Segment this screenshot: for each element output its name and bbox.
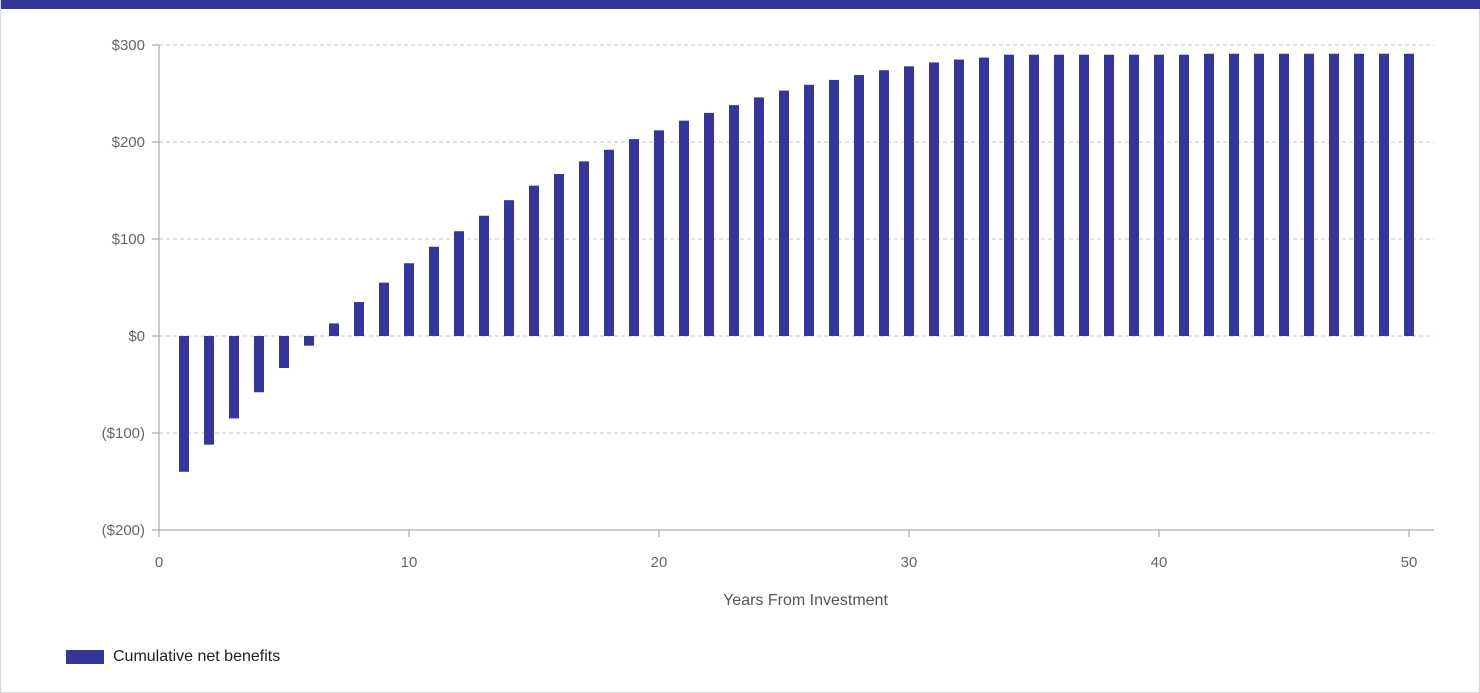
bar: [1129, 54, 1139, 336]
bar: [979, 57, 989, 337]
bar: [1304, 53, 1314, 336]
bar: [704, 112, 714, 337]
y-tick-label: $200: [112, 134, 145, 151]
bar: [379, 282, 389, 336]
bar: [1254, 53, 1264, 336]
x-axis-ticks: 0 10 20 30 40 50: [155, 530, 1418, 571]
bar: [1054, 54, 1064, 336]
bar: [504, 200, 514, 336]
bars: [179, 53, 1414, 472]
bar: [904, 66, 914, 336]
x-tick-label: 0: [155, 554, 163, 571]
y-tick-label: $300: [112, 37, 145, 54]
bar: [279, 336, 289, 369]
bar: [1204, 53, 1214, 336]
bar: [479, 215, 489, 336]
bar: [1354, 53, 1364, 336]
bar: [1229, 53, 1239, 336]
bar: [954, 59, 964, 337]
legend-label: Cumulative net benefits: [113, 648, 281, 665]
bar: [179, 336, 189, 472]
bar: [1079, 54, 1089, 336]
bar: [879, 70, 889, 336]
bar: [329, 323, 339, 336]
bar: [1179, 54, 1189, 336]
x-tick-label: 40: [1151, 554, 1168, 571]
x-tick-label: 10: [401, 554, 418, 571]
bar: [404, 263, 414, 336]
bar: [679, 120, 689, 336]
legend: Cumulative net benefits: [66, 645, 280, 669]
y-tick-label: $0: [128, 328, 145, 345]
bar: [1329, 53, 1339, 336]
bar: [1154, 54, 1164, 336]
bar: [1104, 54, 1114, 336]
bar: [1404, 53, 1414, 336]
bar: [804, 84, 814, 337]
bar: [654, 130, 664, 336]
bar: [854, 75, 864, 336]
bar: [779, 90, 789, 336]
y-tick-label: ($200): [102, 522, 145, 539]
x-tick-label: 50: [1401, 554, 1418, 571]
bar: [254, 336, 264, 393]
x-axis-title: Years From Investment: [723, 592, 888, 609]
bar: [529, 185, 539, 336]
axes: [158, 45, 1434, 531]
x-tick-label: 20: [651, 554, 668, 571]
bar: [1004, 54, 1014, 336]
bar: [929, 62, 939, 337]
bar: [204, 336, 214, 445]
y-axis-ticks: $300 $200 $100 $0 ($100) ($200): [102, 37, 159, 539]
bar: [229, 336, 239, 419]
bar: [829, 79, 839, 337]
bar: [304, 336, 314, 346]
bar: [754, 97, 764, 336]
gridlines: [159, 44, 1434, 434]
bar: [1279, 53, 1289, 336]
bar: [354, 302, 364, 336]
bar: [1379, 53, 1389, 336]
y-tick-label: ($100): [102, 425, 145, 442]
y-tick-label: $100: [112, 231, 145, 248]
legend-swatch: [66, 650, 104, 664]
bar: [454, 231, 464, 336]
bar: [729, 105, 739, 336]
bar: [429, 246, 439, 336]
bar: [554, 174, 564, 336]
bar: [604, 149, 614, 336]
top-accent-band: [1, 0, 1480, 9]
bar: [579, 161, 589, 336]
bar: [1029, 54, 1039, 336]
bar: [629, 139, 639, 336]
x-tick-label: 30: [901, 554, 918, 571]
